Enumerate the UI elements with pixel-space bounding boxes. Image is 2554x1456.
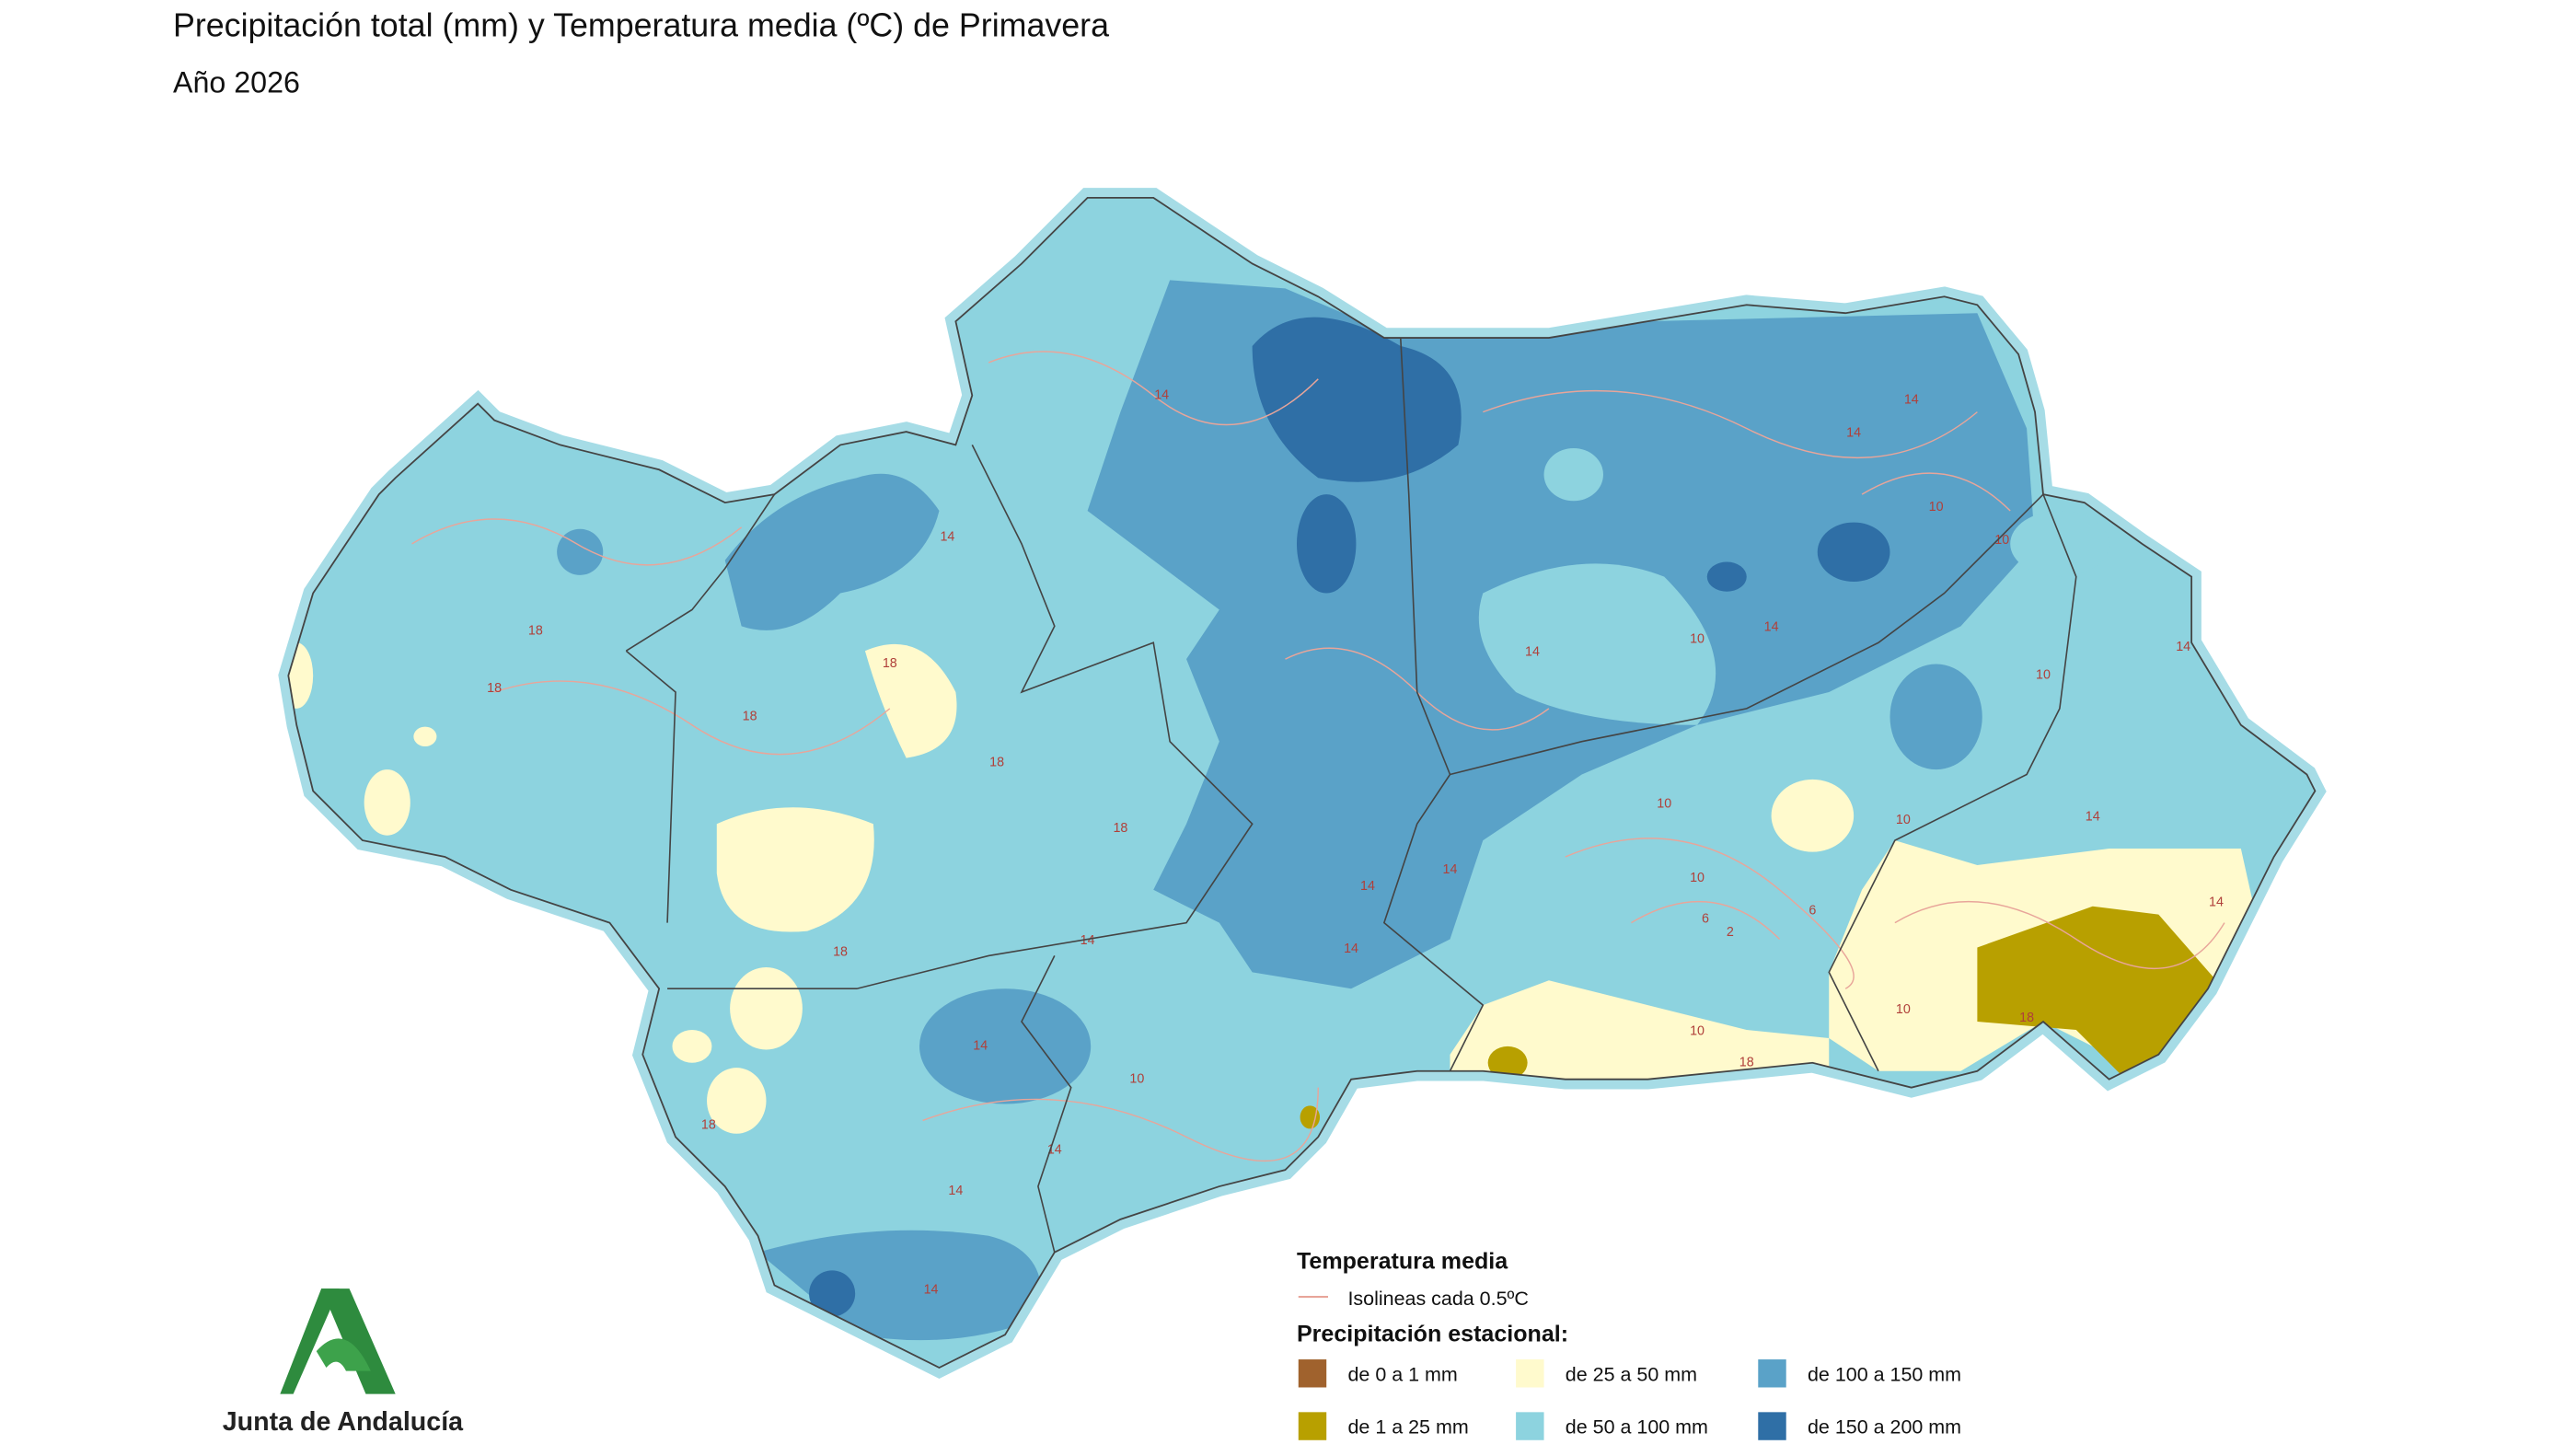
- legend-swatch: [1758, 1412, 1786, 1440]
- isoline-label: 18: [701, 1117, 716, 1132]
- isoline-label: 2: [1727, 925, 1734, 940]
- legend-label: de 100 a 150 mm: [1808, 1363, 1961, 1385]
- precip-area: [1300, 1105, 1321, 1129]
- legend-swatch: [1298, 1359, 1327, 1388]
- precip-area: [1977, 906, 2216, 1080]
- isoline-label: 18: [1113, 821, 1127, 836]
- precip-area: [724, 473, 940, 630]
- isoline-label: 14: [1764, 620, 1779, 635]
- logo: Junta de Andalucía: [223, 1288, 464, 1437]
- legend-label: de 150 a 200 mm: [1808, 1416, 1961, 1439]
- isoline-label: 14: [2176, 640, 2190, 654]
- isoline-label: 10: [1896, 813, 1911, 827]
- precip-area: [1817, 522, 1890, 583]
- isoline-label: 6: [1809, 904, 1816, 919]
- isoline-label: 18: [743, 709, 757, 723]
- map-subtitle: Año 2026: [173, 65, 300, 98]
- isoline-label: 14: [1846, 425, 1861, 440]
- legend-label: de 1 a 25 mm: [1347, 1416, 1468, 1439]
- precip-area: [1706, 561, 1747, 592]
- isoline-label: 18: [1739, 1055, 1754, 1069]
- legend: de 0 a 1 mm de 1 a 25 mm de 25 a 50 mm de 5…: [1298, 1359, 1961, 1440]
- isoline-label: 10: [1994, 533, 2009, 548]
- legend-label: de 25 a 50 mm: [1566, 1363, 1697, 1385]
- isoline-label: 10: [1690, 631, 1705, 646]
- isoline-label: 14: [940, 529, 954, 544]
- legend-swatch: [1758, 1359, 1786, 1388]
- legend-title: Precipitación estacional:: [1297, 1321, 1568, 1346]
- legend-title: Temperatura media: [1297, 1249, 1508, 1275]
- isoline-label: 18: [883, 656, 897, 671]
- isoline-label: 14: [1443, 862, 1458, 877]
- isoline-label: 14: [1154, 387, 1169, 402]
- precip-layer: 14 14 18 18 18 18 18 18 14 14 10 10 10 14 14 10 14 14 10 10…: [288, 197, 2316, 1369]
- isoline-label: 18: [989, 756, 1004, 770]
- precip-area: [2010, 511, 2109, 577]
- precip-area: [757, 1230, 1042, 1341]
- legend-label: de 50 a 100 mm: [1566, 1416, 1708, 1439]
- isoline-label: 14: [973, 1038, 988, 1053]
- precip-area: [1889, 664, 1982, 770]
- precip-area: [1478, 563, 1716, 725]
- isoline-label: 18: [528, 623, 543, 638]
- isoline-labels: 14 14 18 18 18 18 18 18 14 14 10 10 10 14 14 10 14 14 10 10…: [487, 387, 2224, 1297]
- precip-area: [1252, 317, 1462, 482]
- precip-area: [919, 988, 1092, 1104]
- isoline-label: 14: [948, 1184, 963, 1198]
- legend-swatch: [1516, 1412, 1544, 1440]
- precip-area: [1543, 448, 1603, 502]
- isoline-label: 10: [1896, 1002, 1911, 1017]
- isoline-label: 18: [487, 681, 502, 696]
- precip-area: [1487, 1046, 1528, 1080]
- legend-swatch: [1298, 1412, 1327, 1440]
- legend-text: Isolineas cada 0.5ºC: [1347, 1288, 1528, 1310]
- legend-label: de 0 a 1 mm: [1347, 1363, 1457, 1385]
- precip-area: [1296, 494, 1357, 594]
- isoline-label: 18: [2019, 1011, 2034, 1025]
- isoline-label: 10: [1129, 1071, 1144, 1086]
- province-borders: [625, 338, 2077, 1253]
- isoline-label: 14: [1525, 645, 1540, 660]
- isoline-label: 14: [1360, 879, 1375, 894]
- map-title: Precipitación total (mm) y Temperatura m…: [173, 6, 1109, 43]
- isoline-label: 18: [833, 944, 848, 959]
- isoline-label: 10: [1690, 871, 1705, 885]
- legend-swatch: [1516, 1359, 1544, 1388]
- isoline-label: 10: [1690, 1023, 1705, 1038]
- isoline-label: 14: [2209, 896, 2224, 910]
- isoline-label: 14: [1344, 942, 1358, 956]
- isoline-label: 10: [2036, 668, 2051, 683]
- isoline-label: 14: [1904, 393, 1919, 408]
- isoline-label: 6: [1702, 912, 1709, 927]
- isoline-label: 14: [1047, 1142, 1062, 1157]
- precip-area: [809, 1270, 856, 1317]
- logo-text: Junta de Andalucía: [223, 1407, 464, 1437]
- precip-area: [557, 528, 604, 575]
- isoline-label: 14: [1081, 933, 1095, 948]
- isoline-label: 14: [924, 1282, 939, 1297]
- isoline-label: 14: [2086, 810, 2100, 825]
- isoline-label: 10: [1657, 796, 1671, 811]
- isoline-label: 10: [1929, 500, 1944, 514]
